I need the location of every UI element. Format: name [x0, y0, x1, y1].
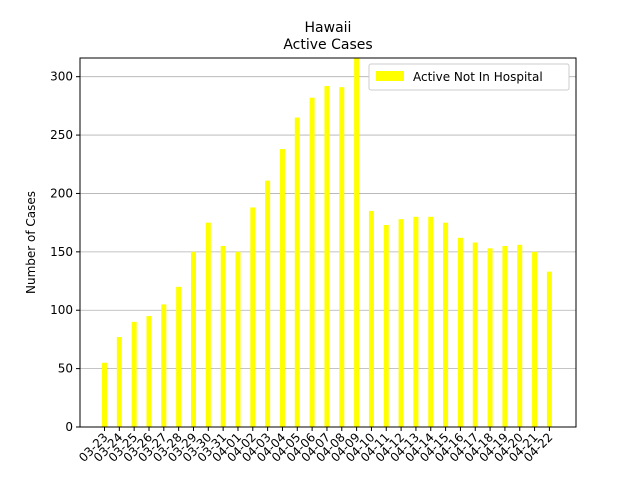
bar	[235, 251, 241, 427]
bar	[102, 362, 107, 427]
bar	[220, 246, 226, 427]
bar	[487, 248, 493, 427]
bar	[339, 87, 345, 427]
y-tick-label: 200	[50, 186, 73, 200]
y-tick-label: 150	[50, 245, 73, 259]
bar	[190, 251, 196, 427]
y-axis: 0 50 100 150 200 250 300	[50, 70, 80, 434]
bar	[116, 337, 122, 427]
legend-box	[368, 63, 570, 91]
bar	[265, 180, 271, 427]
y-tick-label: 300	[50, 70, 73, 84]
y-tick-label: 250	[50, 128, 73, 142]
bar	[250, 207, 256, 427]
bar	[428, 216, 434, 427]
chart-title: Hawaii	[305, 20, 352, 36]
bar	[457, 237, 463, 427]
bar	[383, 224, 389, 427]
bar	[502, 246, 508, 427]
plot-frame	[79, 57, 577, 428]
chart-subtitle: Active Cases	[283, 37, 372, 53]
bar	[205, 222, 211, 427]
legend-swatch	[376, 71, 404, 81]
bar	[517, 244, 523, 427]
bar	[294, 117, 300, 427]
bar	[324, 86, 330, 427]
bar	[472, 242, 478, 427]
bar	[443, 222, 449, 427]
bar	[532, 251, 538, 427]
legend: Active Not In Hospital	[368, 63, 570, 91]
bar	[368, 210, 374, 427]
bar	[161, 304, 167, 427]
legend-label: Active Not In Hospital	[413, 70, 543, 84]
bar	[146, 316, 152, 427]
y-tick-label: 50	[58, 362, 73, 376]
y-tick-label: 0	[65, 420, 73, 434]
bar	[354, 58, 360, 427]
bar	[413, 216, 419, 427]
bar	[131, 321, 137, 427]
x-axis: 03-2303-2403-2503-2603-2703-2803-2903-30…	[76, 427, 556, 465]
bar	[309, 97, 315, 428]
bar	[546, 271, 552, 427]
bars	[102, 58, 552, 428]
bar	[176, 286, 182, 427]
y-axis-label: Number of Cases	[24, 191, 38, 294]
bar	[398, 219, 404, 427]
bar	[279, 149, 285, 427]
y-tick-label: 100	[50, 303, 73, 317]
